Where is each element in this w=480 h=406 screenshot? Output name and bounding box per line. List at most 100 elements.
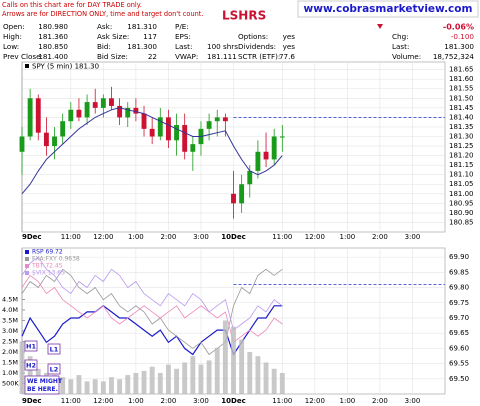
candle-body (247, 170, 253, 185)
y-tick-label: 181.45 (449, 104, 474, 112)
candle-body (35, 98, 41, 133)
quote-label: VWAP: (175, 52, 198, 61)
quote-value: 181.360 (38, 32, 68, 41)
x-tick-label: 11:00 (61, 233, 81, 241)
candle-body (84, 102, 90, 118)
quote-label: Dividends: (238, 42, 276, 51)
y-tick-label: 180.95 (449, 199, 474, 207)
x-tick-label: 3:00 (193, 233, 209, 241)
x-tick-label: 9Dec (22, 233, 42, 241)
volume-bar (68, 379, 74, 394)
url: www.cobrasmarketview.com (304, 3, 473, 15)
volume-bar (125, 375, 131, 394)
x-tick-label: 3:00 (405, 397, 421, 405)
x-tick-label: 12:00 (93, 233, 113, 241)
candle-body (239, 184, 245, 204)
y-tick-label: 69.50 (449, 375, 469, 383)
y2-tick-label: 3.0M (2, 327, 18, 335)
x-tick-label: 1:00 (128, 397, 144, 405)
legend-swatch (25, 271, 29, 275)
volume-bar (222, 320, 228, 394)
candle-body (149, 128, 155, 137)
x-tick-label: 1:00 (128, 233, 144, 241)
y2-tick-label: 2.5M (2, 337, 18, 345)
x-tick-label: 2:00 (372, 233, 388, 241)
quote-value: 181.400 (38, 52, 68, 61)
volume-bar (247, 351, 253, 394)
y2-tick-label: 4.0M (2, 306, 18, 314)
quote-label: Last: (175, 42, 192, 51)
candle-body (141, 113, 147, 129)
volume-bar (239, 339, 245, 394)
candle-body (68, 109, 74, 122)
x-tick-label: 10Dec (221, 233, 245, 241)
candle-body (231, 193, 236, 204)
quote-value: yes (283, 32, 296, 41)
quote-label: Bid: (97, 42, 111, 51)
x-tick-label: 3:00 (193, 397, 209, 405)
volume-bar (117, 379, 123, 394)
volume-bar (231, 326, 236, 394)
volume-bar (206, 360, 212, 394)
candle-body (222, 117, 228, 122)
annotation-box (47, 343, 61, 355)
volume-bar (60, 377, 66, 394)
quote-value: 22 (148, 52, 157, 61)
symbol: LSHRS (222, 9, 266, 23)
candle-body (92, 102, 98, 108)
x-tick-label: 11:00 (272, 397, 292, 405)
x-tick-label: 2:00 (161, 233, 177, 241)
quote-value: 180.980 (38, 22, 68, 31)
y2-tick-label: 1.0M (2, 369, 18, 377)
volume-bar (76, 375, 82, 394)
quote-label: High: (3, 32, 22, 41)
x-tick-label: 12:00 (305, 397, 325, 405)
x-tick-label: 2:00 (372, 397, 388, 405)
quote-label: Last: (392, 42, 409, 51)
candle-body (157, 117, 163, 137)
volume-bar (165, 364, 171, 394)
y-tick-label: 69.90 (449, 253, 469, 261)
url-box (297, 0, 479, 18)
quote-value: 181.300 (127, 42, 157, 51)
volume-bar (198, 364, 204, 394)
annotation: L1 (50, 346, 59, 354)
note: Calls on this chart are for DAY TRADE on… (2, 1, 142, 9)
y-tick-label: 181.20 (449, 152, 474, 160)
candle-body (263, 151, 269, 160)
series-line (21, 268, 283, 356)
annotation-box (24, 359, 38, 371)
y-tick-label: 181.65 (449, 66, 474, 74)
legend-swatch (25, 250, 29, 254)
note: Arrows are for DIRECTION ONLY, time and … (2, 10, 204, 18)
y-tick-label: 181.60 (449, 75, 474, 83)
legend-label: RSP 69.72 (32, 249, 63, 256)
y-tick-label: 69.65 (449, 329, 469, 337)
candle-body (182, 125, 188, 152)
quote-label: Open: (3, 22, 25, 31)
x-tick-label: 10Dec (221, 397, 245, 405)
quote-label: Options: (238, 32, 268, 41)
candle-body (165, 117, 171, 141)
y-tick-label: 69.80 (449, 284, 469, 292)
annotation-box (47, 363, 61, 375)
y2-tick-label: 500K (2, 379, 19, 387)
quote-value: 181.111 (207, 52, 237, 61)
change-percent: -0.06% (443, 23, 474, 32)
annotation: L2 (50, 366, 59, 374)
volume-bar (271, 368, 277, 394)
quote-value: -0.100 (451, 32, 475, 41)
y-tick-label: 181.40 (449, 113, 474, 121)
series-line (21, 305, 283, 356)
legend-swatch (25, 264, 29, 268)
y-tick-label: 181.50 (449, 94, 474, 102)
quote-label: SCTR (ETF): (238, 52, 280, 61)
y-tick-label: 69.55 (449, 360, 469, 368)
annotation: WE MIGHT BE HERE. (27, 378, 63, 393)
y-tick-label: 181.35 (449, 123, 474, 131)
candle-body (190, 144, 196, 152)
x-tick-label: 11:00 (272, 233, 292, 241)
quote-label: Bid Size: (97, 52, 128, 61)
x-tick-label: 3:00 (405, 233, 421, 241)
